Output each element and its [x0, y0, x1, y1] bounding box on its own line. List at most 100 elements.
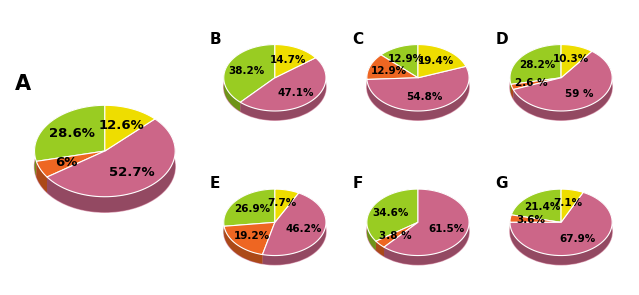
Polygon shape [376, 241, 384, 256]
Polygon shape [513, 51, 612, 111]
Text: 3.6%: 3.6% [516, 215, 545, 225]
Wedge shape [418, 27, 466, 78]
Polygon shape [513, 51, 612, 120]
Wedge shape [561, 171, 583, 222]
Text: 28.2%: 28.2% [520, 60, 555, 70]
Wedge shape [224, 222, 275, 272]
Polygon shape [224, 45, 275, 102]
Polygon shape [275, 189, 298, 222]
Text: 6%: 6% [55, 156, 77, 169]
Text: 54.8%: 54.8% [406, 92, 442, 102]
Polygon shape [510, 45, 561, 94]
Polygon shape [36, 151, 105, 177]
Polygon shape [418, 45, 466, 78]
Polygon shape [510, 192, 612, 255]
Text: 61.5%: 61.5% [429, 224, 465, 235]
Wedge shape [240, 47, 326, 129]
Polygon shape [384, 189, 469, 255]
Wedge shape [367, 42, 418, 80]
Wedge shape [510, 211, 561, 222]
Text: 10.3%: 10.3% [553, 54, 589, 64]
Polygon shape [35, 105, 105, 161]
Text: 2.6 %: 2.6 % [515, 78, 548, 88]
Text: 3.8 %: 3.8 % [379, 231, 412, 240]
Polygon shape [240, 58, 326, 111]
Text: G: G [496, 176, 508, 191]
Ellipse shape [510, 54, 612, 120]
Polygon shape [36, 161, 47, 193]
Wedge shape [510, 176, 612, 273]
Text: 47.1%: 47.1% [277, 88, 314, 98]
Polygon shape [224, 222, 275, 255]
Polygon shape [561, 189, 583, 222]
Polygon shape [47, 119, 175, 197]
Text: 7.1%: 7.1% [553, 198, 582, 208]
Wedge shape [224, 27, 275, 115]
Polygon shape [367, 55, 381, 89]
Polygon shape [510, 215, 511, 232]
Polygon shape [105, 105, 155, 151]
Text: A: A [15, 74, 31, 94]
Ellipse shape [224, 198, 326, 265]
Text: C: C [353, 32, 364, 47]
Polygon shape [510, 45, 561, 84]
Text: 7.7%: 7.7% [268, 198, 297, 208]
Polygon shape [511, 78, 561, 90]
Polygon shape [510, 192, 612, 265]
Polygon shape [367, 189, 418, 241]
Text: 67.9%: 67.9% [559, 234, 596, 244]
Text: 34.6%: 34.6% [373, 208, 409, 218]
Wedge shape [36, 151, 105, 191]
Wedge shape [561, 27, 592, 78]
Text: 12.6%: 12.6% [98, 119, 144, 132]
Wedge shape [275, 27, 316, 78]
Polygon shape [367, 66, 469, 111]
Wedge shape [263, 177, 326, 273]
Text: D: D [496, 32, 508, 47]
Ellipse shape [510, 198, 612, 265]
Text: 21.4%: 21.4% [524, 202, 560, 212]
Wedge shape [275, 171, 298, 222]
Wedge shape [105, 81, 155, 151]
Polygon shape [367, 66, 469, 120]
Polygon shape [35, 105, 105, 177]
Text: 12.9%: 12.9% [371, 66, 407, 76]
Polygon shape [561, 45, 592, 78]
Polygon shape [263, 193, 326, 255]
Wedge shape [367, 171, 418, 251]
Text: 14.7%: 14.7% [270, 55, 307, 65]
Wedge shape [47, 102, 175, 221]
Text: 12.9%: 12.9% [388, 55, 424, 65]
Polygon shape [240, 58, 326, 120]
Polygon shape [224, 189, 275, 226]
Ellipse shape [367, 198, 469, 265]
Wedge shape [384, 171, 469, 273]
Ellipse shape [35, 121, 175, 212]
Text: F: F [353, 176, 363, 191]
Text: 52.7%: 52.7% [109, 165, 155, 179]
Polygon shape [511, 189, 561, 222]
Wedge shape [513, 37, 612, 129]
Text: 19.4%: 19.4% [417, 56, 454, 66]
Wedge shape [367, 60, 469, 129]
Text: B: B [210, 32, 221, 47]
Polygon shape [381, 45, 418, 78]
Text: 46.2%: 46.2% [286, 224, 321, 235]
Polygon shape [224, 226, 263, 264]
Polygon shape [510, 215, 561, 222]
Polygon shape [367, 189, 418, 250]
Polygon shape [367, 55, 418, 79]
Polygon shape [47, 119, 175, 212]
Wedge shape [35, 81, 105, 167]
Polygon shape [384, 189, 469, 265]
Wedge shape [224, 171, 275, 228]
Wedge shape [511, 171, 561, 222]
Wedge shape [511, 78, 561, 96]
Text: 19.2%: 19.2% [234, 230, 270, 240]
Wedge shape [376, 222, 418, 260]
Text: 38.2%: 38.2% [228, 65, 265, 76]
Ellipse shape [224, 54, 326, 120]
Text: 28.6%: 28.6% [49, 127, 95, 140]
Text: E: E [210, 176, 220, 191]
Wedge shape [510, 27, 561, 88]
